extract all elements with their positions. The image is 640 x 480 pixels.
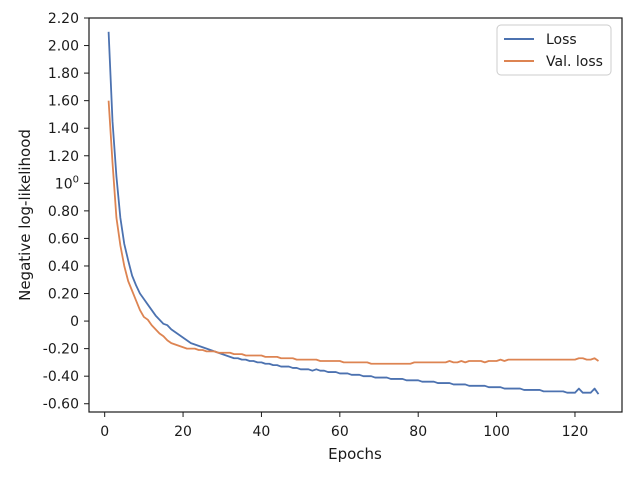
x-tick-label: 120 (562, 424, 589, 440)
y-tick-label: -0.20 (43, 342, 79, 358)
y-tick-label: 0.20 (48, 287, 79, 303)
y-axis-label: Negative log-likelihood (16, 129, 34, 301)
y-tick-label: -0.40 (43, 369, 79, 385)
x-axis-ticks: 0 20 40 60 80 100 120 (100, 412, 588, 440)
plot-lines (107, 31, 600, 395)
y-tick-label: 1.80 (48, 66, 79, 82)
legend: Loss Val. loss (496, 24, 612, 76)
y-tick-label: 0.40 (48, 259, 79, 275)
y-axis-ticks: 2.20 2.00 1.80 1.60 1.40 1.20 100 0.80 0.60 0.40 0… (43, 11, 89, 413)
legend-box (496, 24, 612, 76)
y-tick-label: 0.80 (48, 204, 79, 220)
y-tick-label: 2.20 (48, 11, 79, 27)
val-loss-series-line (107, 100, 600, 365)
y-tick-label: 1.20 (48, 149, 79, 165)
x-tick-label: 0 (100, 424, 109, 440)
x-tick-label: 100 (483, 424, 510, 440)
x-tick-label: 40 (253, 424, 271, 440)
y-tick-label: 0.60 (48, 231, 79, 247)
x-axis-label: Epochs (328, 445, 382, 463)
y-tick-label: 1.40 (48, 121, 79, 137)
x-tick-label: 60 (331, 424, 349, 440)
legend-label-val-loss: Val. loss (546, 54, 603, 70)
plot-frame (88, 17, 623, 413)
y-tick-label: 2.00 (48, 39, 79, 55)
y-tick-label: 1.60 (48, 94, 79, 110)
legend-label-loss: Loss (546, 32, 577, 48)
loss-series-line (107, 31, 600, 395)
y-tick-label: 100 (55, 174, 79, 192)
y-tick-label: -0.60 (43, 397, 79, 413)
y-tick-label: 0 (70, 314, 79, 330)
x-tick-label: 80 (409, 424, 427, 440)
x-tick-label: 20 (174, 424, 192, 440)
